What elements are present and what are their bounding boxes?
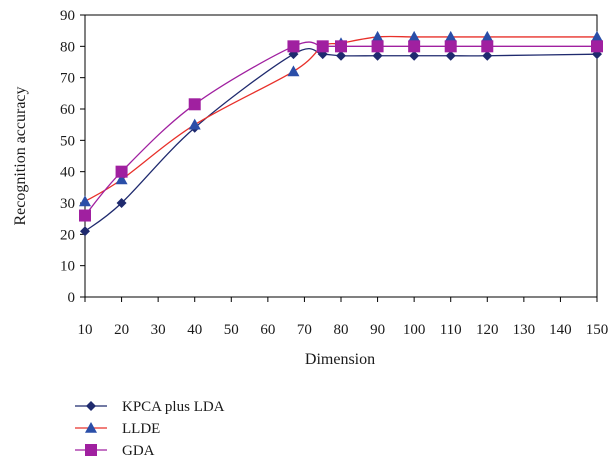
data-point-gda [316,40,329,53]
data-point-gda [287,40,300,53]
series-kpca-plus-lda [80,48,602,237]
y-tick-label: 10 [60,259,75,275]
y-tick-label: 0 [68,290,76,306]
y-tick-label: 20 [60,227,75,243]
y-axis-title: Recognition accuracy [12,86,29,225]
data-point-gda [335,40,347,53]
x-tick-label: 10 [78,322,93,338]
x-tick-label: 140 [549,322,572,338]
legend-marker [85,444,97,456]
x-tick-label: 120 [476,322,499,338]
data-point-gda [444,40,457,53]
data-point-kpca-plus-lda [116,198,127,208]
legend-marker [85,422,97,433]
data-point-gda [481,40,494,53]
x-tick-label: 70 [297,322,312,338]
x-axis-title: Dimension [305,351,375,368]
y-tick-label: 50 [60,133,75,149]
y-tick-label: 90 [60,8,75,24]
legend-label: KPCA plus LDA [122,399,225,415]
data-point-gda [371,40,384,53]
data-point-kpca-plus-lda [336,50,346,61]
legend-marker [86,401,96,411]
data-point-llde [481,30,494,42]
y-tick-label: 30 [60,196,75,212]
x-tick-label: 100 [403,322,426,338]
x-tick-label: 60 [260,322,275,338]
series-gda [79,40,603,222]
data-point-kpca-plus-lda [80,226,90,237]
y-tick-label: 40 [60,165,75,181]
data-point-gda [591,40,603,53]
data-point-llde [444,30,457,42]
data-point-gda [408,40,421,53]
series-group [79,30,603,237]
data-point-kpca-plus-lda [445,50,456,61]
x-tick-label: 150 [586,322,609,338]
data-point-llde [79,195,91,207]
data-point-llde [591,30,603,42]
x-tick-label: 130 [513,322,536,338]
data-point-llde [371,30,384,42]
data-point-llde [408,30,421,42]
series-line-gda [84,41,597,216]
y-tick-label: 80 [60,39,75,55]
x-tick-label: 90 [370,322,385,338]
data-point-kpca-plus-lda [409,50,420,61]
x-tick-label: 50 [224,322,239,338]
data-point-gda [79,209,91,222]
data-point-gda [115,165,128,178]
data-point-kpca-plus-lda [372,50,383,61]
legend-item-gda: GDA [75,443,155,459]
x-tick-label: 80 [334,322,349,338]
data-point-llde [287,65,300,77]
legend-label: GDA [122,443,155,459]
legend-item-llde: LLDE [75,421,160,437]
x-tick-label: 40 [187,322,202,338]
y-tick-label: 70 [60,71,75,87]
data-point-kpca-plus-lda [482,50,493,61]
x-tick-label: 30 [151,322,166,338]
legend: KPCA plus LDA LLDE GDA [75,399,225,459]
legend-label: LLDE [122,421,160,437]
x-tick-label: 20 [114,322,129,338]
legend-item-kpca-plus-lda: KPCA plus LDA [75,399,225,415]
data-point-llde [115,173,128,185]
data-point-llde [188,118,201,130]
series-line-kpca-plus-lda [84,48,598,232]
data-point-gda [188,98,201,111]
y-tick-label: 60 [60,102,75,118]
x-tick-label: 110 [440,322,462,338]
series-line-llde [84,35,597,202]
